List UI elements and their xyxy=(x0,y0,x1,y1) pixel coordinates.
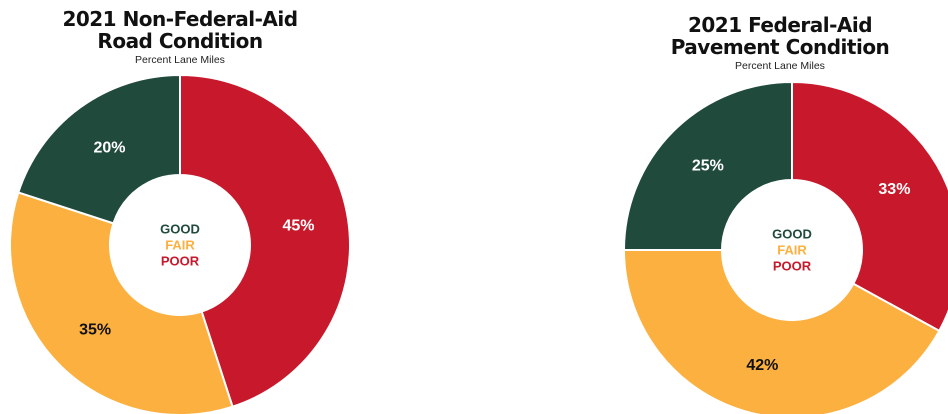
slice-fair xyxy=(622,249,941,414)
value-label-fair: 42% xyxy=(746,357,778,374)
legend-fair: FAIR xyxy=(777,243,807,258)
legend-poor: POOR xyxy=(161,254,200,269)
value-label-poor: 33% xyxy=(878,181,910,198)
legend-good: GOOD xyxy=(772,227,812,242)
slice-good xyxy=(17,73,181,225)
slice-poor xyxy=(791,80,948,333)
chart-subtitle: Percent Lane Miles xyxy=(135,54,225,66)
value-label-good: 20% xyxy=(93,139,125,156)
value-label-good: 25% xyxy=(692,157,724,174)
legend-poor: POOR xyxy=(773,259,812,274)
chart-title-line-1: 2021 Federal-Aid xyxy=(687,13,873,37)
legend-good: GOOD xyxy=(160,222,200,237)
value-label-poor: 45% xyxy=(283,218,315,235)
chart-title-line-2: Road Condition xyxy=(97,29,263,53)
chart-subtitle: Percent Lane Miles xyxy=(735,60,825,72)
slice-poor xyxy=(179,73,352,408)
federal-aid-chart: 2021 Federal-Aid Pavement Condition Perc… xyxy=(612,0,948,414)
chart-title-line-2: Pavement Condition xyxy=(670,35,890,59)
slice-fair xyxy=(9,191,234,414)
value-label-fair: 35% xyxy=(79,321,111,338)
chart-title-line-1: 2021 Non-Federal-Aid xyxy=(62,7,298,31)
legend-fair: FAIR xyxy=(165,238,195,253)
non-federal-aid-chart: 2021 Non-Federal-Aid Road Condition Perc… xyxy=(0,0,360,414)
slice-good xyxy=(622,80,793,251)
